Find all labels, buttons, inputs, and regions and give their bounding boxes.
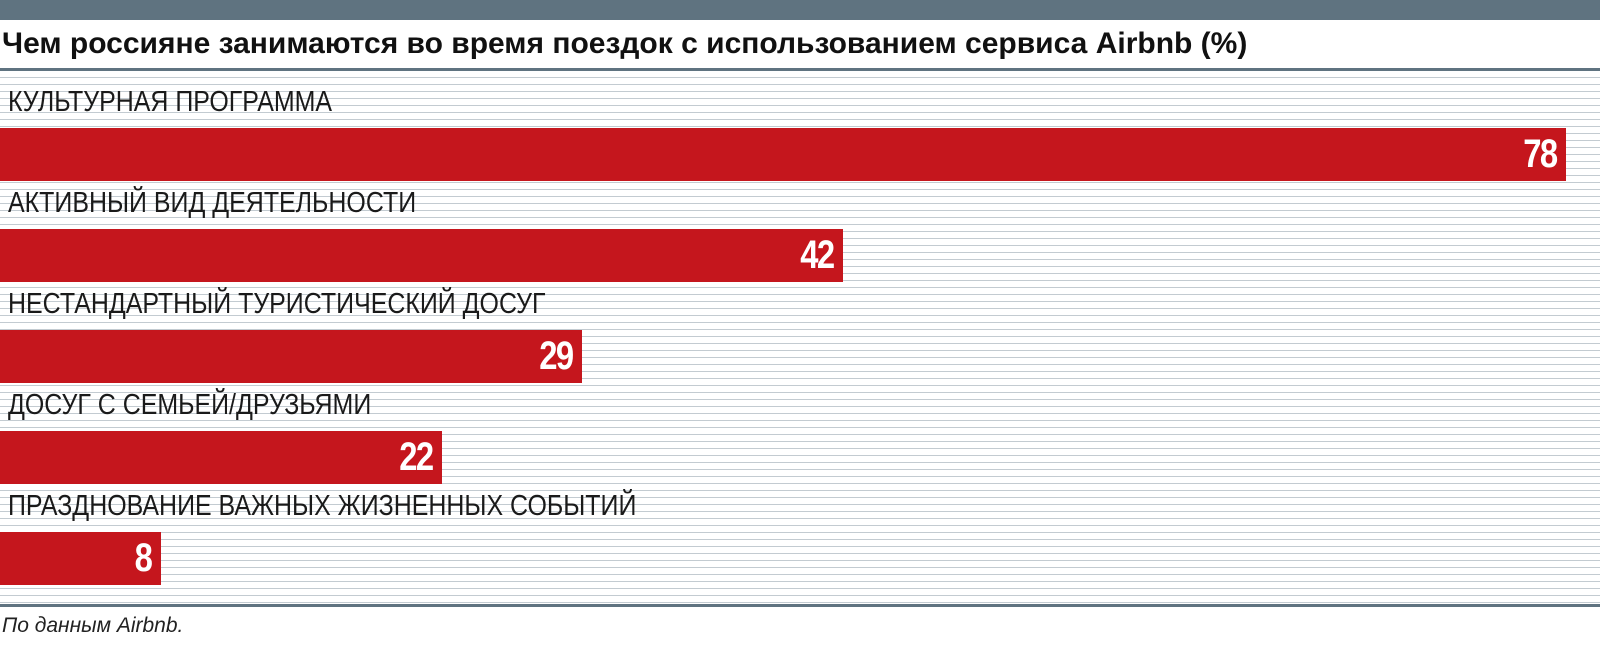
bar-value-label: 22 <box>398 435 434 479</box>
bar: 78 <box>0 128 1566 181</box>
bar-value-label: 29 <box>538 334 574 378</box>
category-label: КУЛЬТУРНАЯ ПРОГРАММА <box>8 86 333 118</box>
bar-value-label: 78 <box>1522 132 1558 176</box>
category-label: ДОСУГ С СЕМЬЕЙ/ДРУЗЬЯМИ <box>8 389 372 421</box>
bar: 42 <box>0 229 843 282</box>
source-note: По данным Airbnb. <box>2 614 184 637</box>
bar-value-label: 42 <box>799 233 835 277</box>
category-label: АКТИВНЫЙ ВИД ДЕЯТЕЛЬНОСТИ <box>8 187 417 219</box>
bar: 22 <box>0 431 442 484</box>
category-label: ПРАЗДНОВАНИЕ ВАЖНЫХ ЖИЗНЕННЫХ СОБЫТИЙ <box>8 490 637 522</box>
header-band <box>0 0 1600 20</box>
bar: 8 <box>0 532 161 585</box>
category-label: НЕСТАНДАРТНЫЙ ТУРИСТИЧЕСКИЙ ДОСУГ <box>8 288 546 320</box>
plot-area: КУЛЬТУРНАЯ ПРОГРАММА 78 АКТИВНЫЙ ВИД ДЕЯТЕ… <box>0 71 1600 604</box>
bar-value-label: 8 <box>134 536 152 580</box>
bar: 29 <box>0 330 582 383</box>
title-rule <box>0 68 1600 71</box>
footer-rule <box>0 604 1600 607</box>
chart-title: Чем россияне занимаются во время поездок… <box>2 27 1248 60</box>
